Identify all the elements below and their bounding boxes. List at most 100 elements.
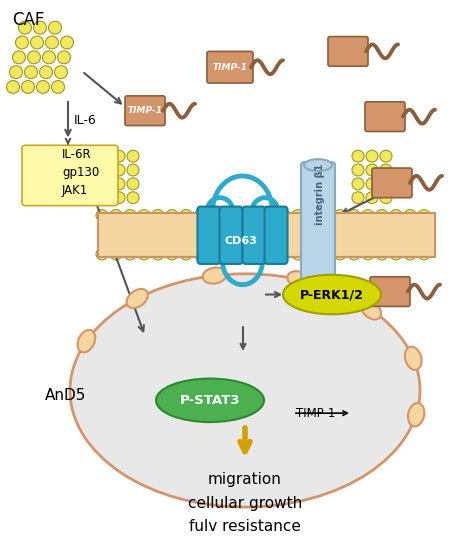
Circle shape [348,210,360,222]
FancyBboxPatch shape [243,207,265,264]
FancyBboxPatch shape [365,102,405,131]
Circle shape [12,51,25,64]
Circle shape [366,192,378,204]
Circle shape [138,210,150,222]
FancyBboxPatch shape [207,51,253,83]
Ellipse shape [77,330,95,353]
Circle shape [110,210,122,222]
Circle shape [99,192,111,204]
Circle shape [208,210,220,222]
Text: TIMP-1: TIMP-1 [296,406,336,420]
Circle shape [58,51,70,64]
FancyBboxPatch shape [98,212,435,257]
Circle shape [99,164,111,176]
Circle shape [29,188,41,200]
Circle shape [34,21,47,34]
Circle shape [362,248,374,260]
Circle shape [306,248,318,260]
Circle shape [99,150,111,162]
Text: integrin β1: integrin β1 [315,164,325,226]
FancyBboxPatch shape [372,168,412,197]
Circle shape [352,178,364,190]
Circle shape [31,36,43,49]
Circle shape [113,150,125,162]
Text: IL-6R
gp130
JAK1: IL-6R gp130 JAK1 [62,148,99,197]
Text: CAF: CAF [12,11,44,29]
Circle shape [222,248,234,260]
Ellipse shape [283,275,381,314]
Circle shape [334,248,346,260]
Circle shape [292,210,304,222]
Circle shape [29,150,41,162]
Circle shape [45,36,59,49]
Circle shape [99,178,111,190]
FancyBboxPatch shape [328,36,368,66]
Circle shape [352,192,364,204]
Text: CD63: CD63 [225,236,257,246]
Circle shape [25,66,37,79]
Circle shape [113,164,125,176]
Circle shape [222,210,234,222]
Text: P-ERK1/2: P-ERK1/2 [300,288,364,301]
Circle shape [376,210,388,222]
Circle shape [22,80,34,94]
Circle shape [264,248,276,260]
Circle shape [418,248,430,260]
Circle shape [152,248,164,260]
Circle shape [27,51,41,64]
Circle shape [292,248,304,260]
Circle shape [29,169,41,181]
Circle shape [366,178,378,190]
Ellipse shape [287,271,311,288]
Circle shape [362,210,374,222]
Circle shape [166,210,178,222]
Circle shape [390,248,402,260]
Text: AnD5: AnD5 [45,388,86,403]
Circle shape [236,210,248,222]
Circle shape [348,248,360,260]
Circle shape [306,210,318,222]
Circle shape [180,210,192,222]
Circle shape [380,164,392,176]
Circle shape [36,80,50,94]
Circle shape [250,248,262,260]
Circle shape [404,248,416,260]
Ellipse shape [361,299,381,320]
Circle shape [418,210,430,222]
Text: P-STAT3: P-STAT3 [180,394,240,407]
Circle shape [51,80,65,94]
Circle shape [127,150,139,162]
Ellipse shape [408,403,424,426]
Circle shape [390,210,402,222]
Ellipse shape [70,274,420,507]
Text: IL-6: IL-6 [74,114,97,127]
Circle shape [320,248,332,260]
Circle shape [278,248,290,260]
Text: migration
cellular growth
fulv resistance: migration cellular growth fulv resistanc… [188,472,302,534]
Circle shape [380,192,392,204]
Circle shape [49,21,61,34]
Circle shape [352,150,364,162]
FancyBboxPatch shape [301,162,335,288]
Circle shape [18,21,32,34]
Circle shape [113,178,125,190]
FancyBboxPatch shape [197,207,220,264]
Ellipse shape [304,159,332,171]
Ellipse shape [126,289,148,308]
Ellipse shape [405,346,421,370]
Circle shape [138,248,150,260]
Circle shape [127,178,139,190]
Circle shape [194,210,206,222]
FancyBboxPatch shape [264,207,287,264]
Circle shape [236,248,248,260]
Circle shape [376,248,388,260]
Circle shape [352,164,364,176]
FancyBboxPatch shape [370,277,410,306]
Circle shape [16,36,28,49]
Circle shape [124,210,136,222]
Circle shape [380,178,392,190]
Circle shape [166,248,178,260]
Circle shape [334,210,346,222]
Text: TIMP-1: TIMP-1 [212,63,247,72]
Circle shape [180,248,192,260]
